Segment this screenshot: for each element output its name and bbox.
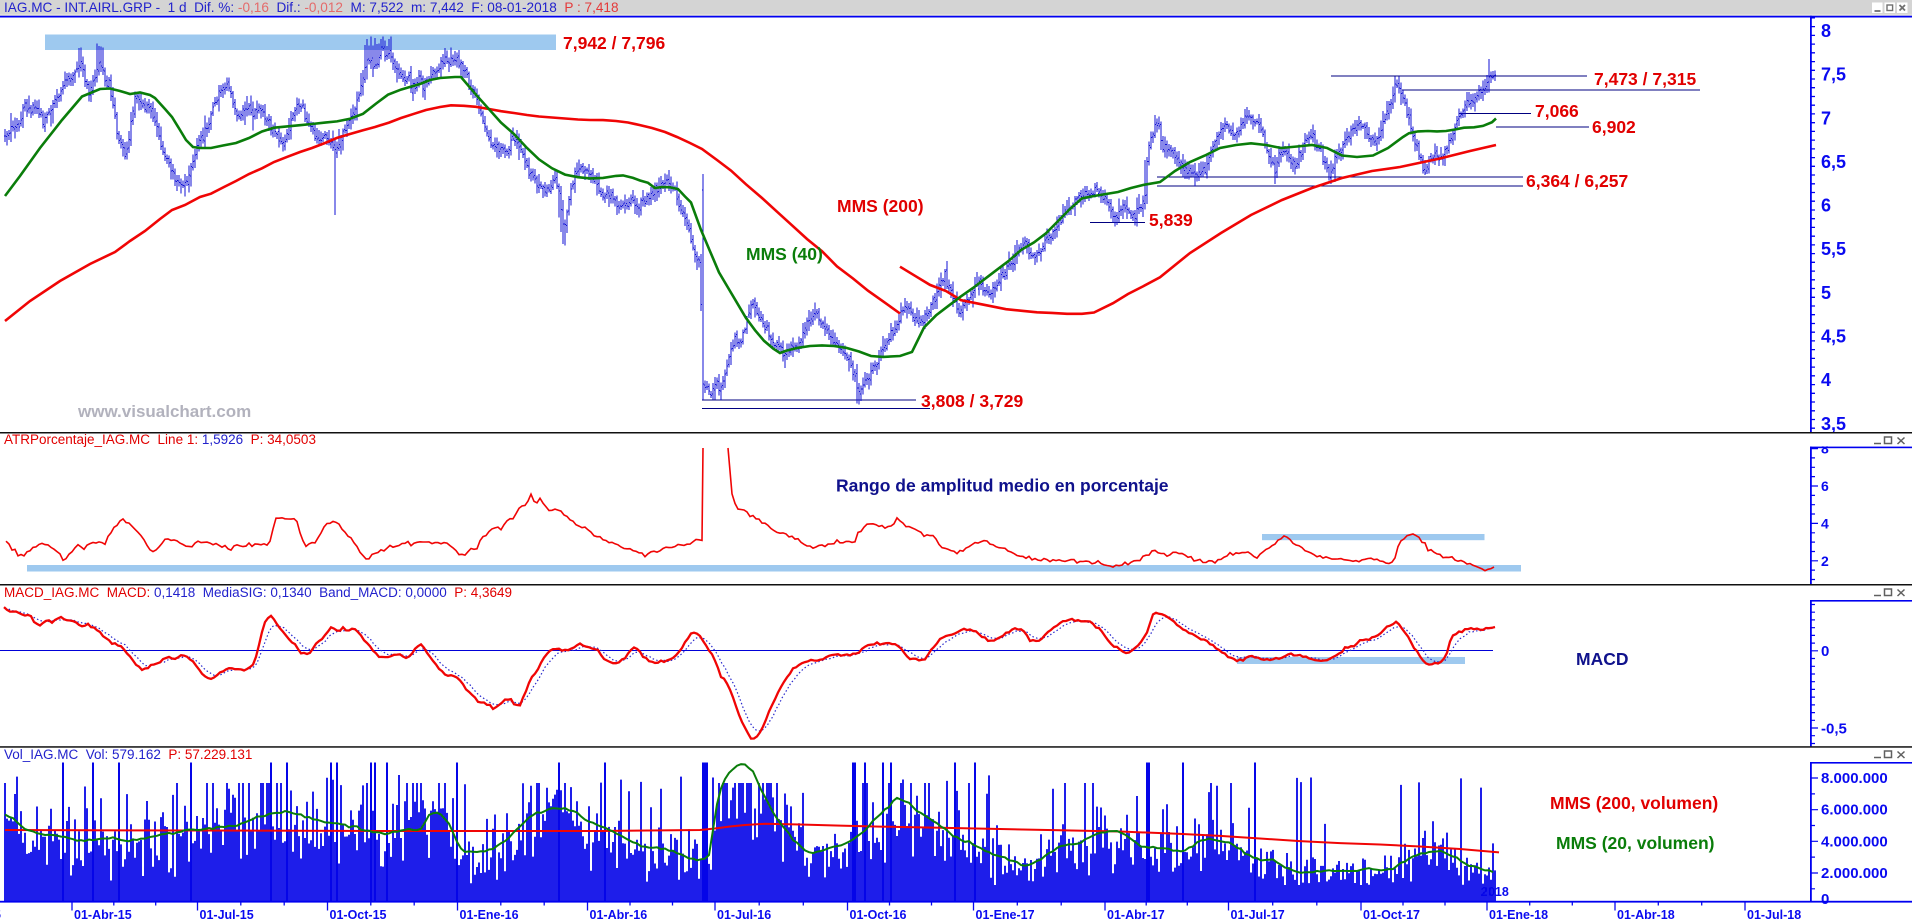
- svg-text:0: 0: [1821, 643, 1829, 660]
- svg-text:0: 0: [1821, 891, 1829, 908]
- svg-text:MMS (200, volumen): MMS (200, volumen): [1550, 793, 1718, 813]
- svg-text:7: 7: [1821, 108, 1831, 128]
- svg-text:7,5: 7,5: [1821, 65, 1846, 85]
- svg-text:8: 8: [1821, 441, 1829, 457]
- svg-text:6: 6: [1821, 478, 1829, 494]
- svg-text:4,5: 4,5: [1821, 327, 1846, 347]
- svg-text:01-Abr-16: 01-Abr-16: [590, 908, 648, 922]
- svg-text:01-Oct-17: 01-Oct-17: [1363, 908, 1420, 922]
- svg-text:4: 4: [1821, 370, 1831, 390]
- svg-text:IAG.MC - INT.AIRL.GRP - 1 d: IAG.MC - INT.AIRL.GRP - 1 d Dif. %: -0,1…: [4, 0, 619, 15]
- svg-text:7,942 / 7,796: 7,942 / 7,796: [563, 33, 665, 53]
- svg-text:5,839: 5,839: [1149, 210, 1193, 230]
- svg-text:01-Ene-18: 01-Ene-18: [1489, 908, 1548, 922]
- svg-text:01-Ene-17: 01-Ene-17: [976, 908, 1035, 922]
- svg-text:8: 8: [1821, 21, 1831, 41]
- svg-text:6,5: 6,5: [1821, 152, 1846, 172]
- svg-text:4: 4: [1821, 515, 1829, 531]
- svg-text:6,902: 6,902: [1592, 117, 1636, 137]
- svg-text:www.visualchart.com: www.visualchart.com: [77, 402, 251, 421]
- svg-text:6: 6: [1821, 196, 1831, 216]
- svg-text:MACD: MACD: [1576, 649, 1629, 669]
- svg-text:ATRPorcentaje_IAG.MC Line 1:: ATRPorcentaje_IAG.MC Line 1: 1,5926 P: 3…: [4, 432, 316, 447]
- svg-text:01-Jul-18: 01-Jul-18: [1747, 908, 1801, 922]
- svg-text:MMS (40): MMS (40): [746, 244, 823, 264]
- svg-text:4.000.000: 4.000.000: [1821, 833, 1888, 850]
- svg-text:3,808 / 3,729: 3,808 / 3,729: [921, 391, 1023, 411]
- svg-text:01-Oct-16: 01-Oct-16: [850, 908, 907, 922]
- svg-text:01-Jul-15: 01-Jul-15: [200, 908, 254, 922]
- svg-text:01-Abr-18: 01-Abr-18: [1617, 908, 1675, 922]
- svg-text:-0,5: -0,5: [1821, 720, 1847, 737]
- svg-text:MMS (20, volumen): MMS (20, volumen): [1556, 833, 1715, 853]
- svg-text:7,473 / 7,315: 7,473 / 7,315: [1594, 69, 1696, 89]
- svg-text:2: 2: [1821, 553, 1829, 569]
- svg-text:3,5: 3,5: [1821, 414, 1846, 434]
- svg-text:5,5: 5,5: [1821, 239, 1846, 259]
- svg-text:8.000.000: 8.000.000: [1821, 770, 1888, 787]
- svg-text:01-Ene-16: 01-Ene-16: [460, 908, 519, 922]
- svg-text:6,364 / 6,257: 6,364 / 6,257: [1526, 171, 1628, 191]
- svg-text:Vol_IAG.MC Vol: 579.162 P: 5: Vol_IAG.MC Vol: 579.162 P: 57.229.131: [4, 747, 252, 762]
- svg-text:Rango de amplitud medio en por: Rango de amplitud medio en porcentaje: [836, 476, 1169, 496]
- svg-text:MACD_IAG.MC MACD: 0,1418 Med: MACD_IAG.MC MACD: 0,1418 MediaSIG: 0,134…: [4, 585, 512, 600]
- svg-text:01-Abr-17: 01-Abr-17: [1107, 908, 1165, 922]
- svg-text:7,066: 7,066: [1535, 101, 1579, 121]
- svg-text:5: 5: [0, 908, 1, 922]
- svg-text:01-Oct-15: 01-Oct-15: [330, 908, 387, 922]
- svg-text:01-Jul-16: 01-Jul-16: [717, 908, 771, 922]
- svg-text:MMS (200): MMS (200): [837, 196, 924, 216]
- svg-text:01-Abr-15: 01-Abr-15: [74, 908, 132, 922]
- svg-text:6.000.000: 6.000.000: [1821, 802, 1888, 819]
- svg-text:01-Jul-17: 01-Jul-17: [1231, 908, 1285, 922]
- svg-text:5: 5: [1821, 283, 1831, 303]
- svg-text:2.000.000: 2.000.000: [1821, 865, 1888, 882]
